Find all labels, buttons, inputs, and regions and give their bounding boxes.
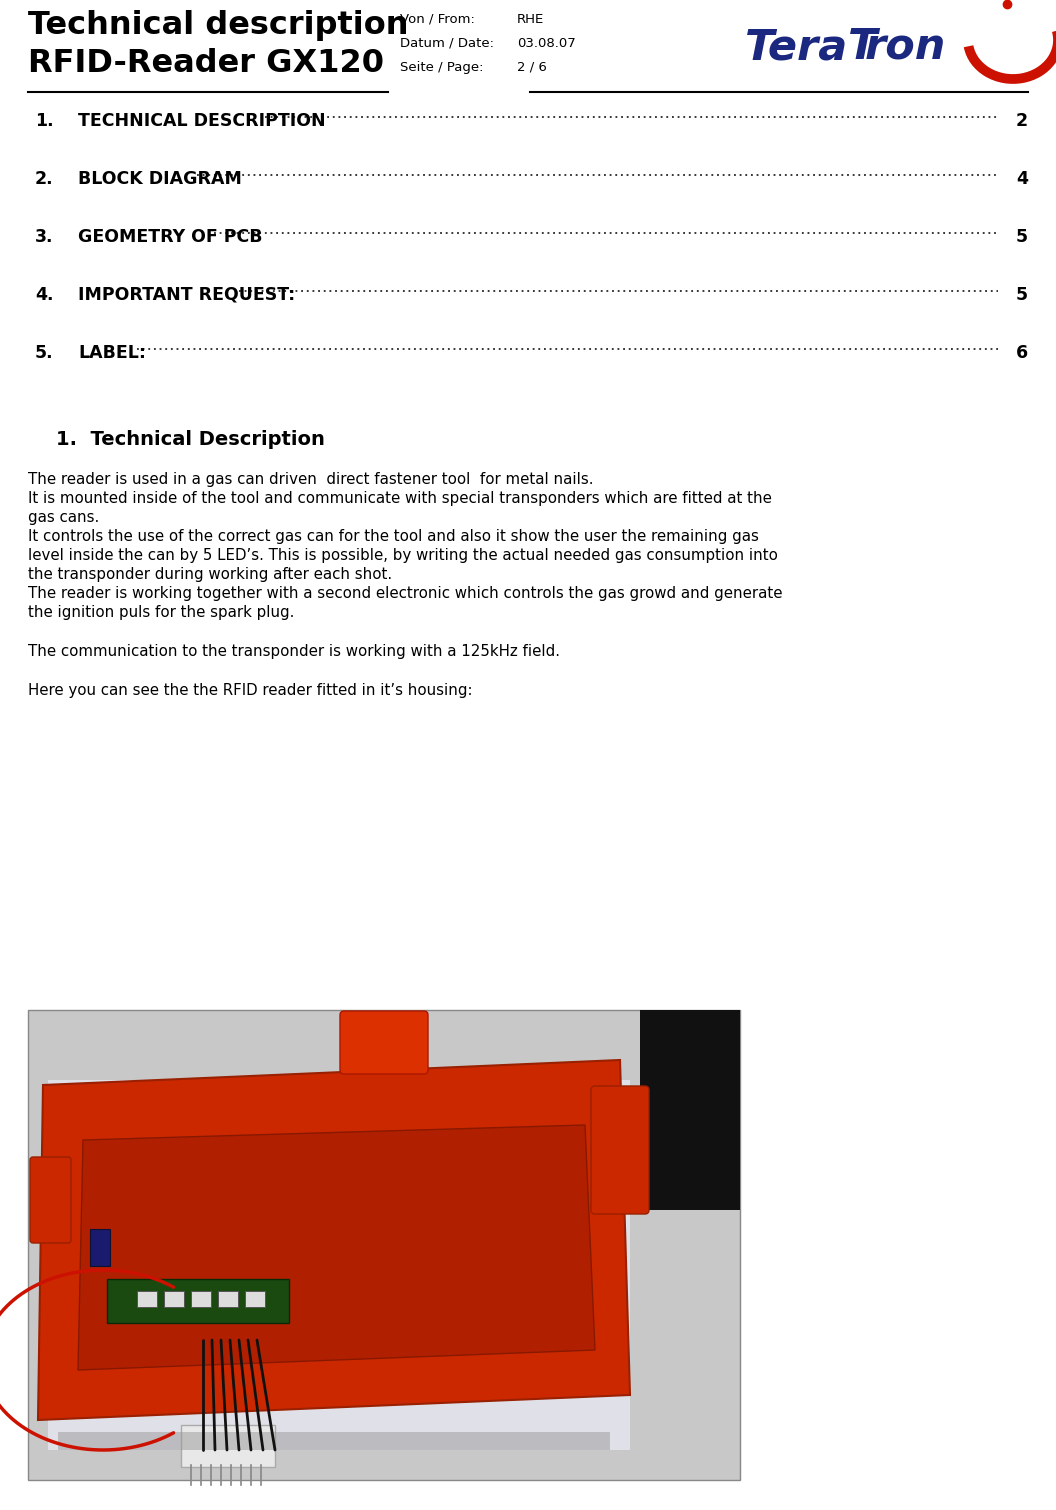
Text: 2.: 2. <box>35 171 54 189</box>
Text: level inside the can by 5 LED’s. This is possible, by writing the actual needed : level inside the can by 5 LED’s. This is… <box>29 548 778 563</box>
FancyBboxPatch shape <box>30 1157 71 1243</box>
FancyBboxPatch shape <box>29 1010 740 1480</box>
Text: Here you can see the the RFID reader fitted in it’s housing:: Here you can see the the RFID reader fit… <box>29 683 472 698</box>
Text: Seite / Page:: Seite / Page: <box>400 60 484 74</box>
FancyBboxPatch shape <box>107 1279 289 1323</box>
Text: The reader is used in a gas can driven  direct fastener tool  for metal nails.: The reader is used in a gas can driven d… <box>29 473 593 488</box>
Text: Datum / Date:: Datum / Date: <box>400 38 494 50</box>
Polygon shape <box>640 1010 740 1210</box>
Polygon shape <box>78 1125 595 1370</box>
FancyBboxPatch shape <box>48 1080 630 1450</box>
Text: It is mounted inside of the tool and communicate with special transponders which: It is mounted inside of the tool and com… <box>29 491 772 506</box>
Text: TECHNICAL DESCRIPTION: TECHNICAL DESCRIPTION <box>78 112 325 130</box>
Text: 5.: 5. <box>35 344 54 362</box>
FancyBboxPatch shape <box>245 1291 265 1308</box>
Text: 2: 2 <box>1016 112 1027 130</box>
Text: Tera: Tera <box>744 26 848 68</box>
Text: 2 / 6: 2 / 6 <box>517 60 547 74</box>
Text: gas cans.: gas cans. <box>29 510 99 525</box>
FancyBboxPatch shape <box>218 1291 238 1308</box>
Text: the ignition puls for the spark plug.: the ignition puls for the spark plug. <box>29 606 295 621</box>
Text: BLOCK DIAGRAM: BLOCK DIAGRAM <box>78 171 242 189</box>
Text: T: T <box>848 26 878 68</box>
Text: 03.08.07: 03.08.07 <box>517 38 576 50</box>
Text: GEOMETRY OF PCB: GEOMETRY OF PCB <box>78 228 263 246</box>
FancyBboxPatch shape <box>137 1291 157 1308</box>
Text: 1.: 1. <box>35 112 54 130</box>
Text: 5: 5 <box>1016 228 1027 246</box>
Polygon shape <box>38 1060 630 1419</box>
Text: Von / From:: Von / From: <box>400 14 475 26</box>
FancyBboxPatch shape <box>164 1291 184 1308</box>
Text: It controls the use of the correct gas can for the tool and also it show the use: It controls the use of the correct gas c… <box>29 528 759 544</box>
Text: ron: ron <box>865 26 946 68</box>
Text: 6: 6 <box>1016 344 1027 362</box>
FancyBboxPatch shape <box>591 1086 649 1214</box>
Text: 1.  Technical Description: 1. Technical Description <box>56 430 325 448</box>
Text: RFID-Reader GX120: RFID-Reader GX120 <box>29 48 384 79</box>
FancyBboxPatch shape <box>181 1425 275 1468</box>
Text: 4: 4 <box>1016 171 1027 189</box>
Text: The reader is working together with a second electronic which controls the gas g: The reader is working together with a se… <box>29 586 782 601</box>
Text: IMPORTANT REQUEST:: IMPORTANT REQUEST: <box>78 285 296 304</box>
FancyBboxPatch shape <box>340 1012 428 1074</box>
FancyBboxPatch shape <box>191 1291 211 1308</box>
Text: 4.: 4. <box>35 285 54 304</box>
Text: LABEL:: LABEL: <box>78 344 146 362</box>
Text: 3.: 3. <box>35 228 54 246</box>
Text: the transponder during working after each shot.: the transponder during working after eac… <box>29 566 392 581</box>
FancyBboxPatch shape <box>58 1431 610 1450</box>
Text: 5: 5 <box>1016 285 1027 304</box>
FancyBboxPatch shape <box>90 1229 110 1265</box>
Text: RHE: RHE <box>517 14 544 26</box>
Text: The communication to the transponder is working with a 125kHz field.: The communication to the transponder is … <box>29 643 560 658</box>
Text: Technical description: Technical description <box>29 11 409 41</box>
